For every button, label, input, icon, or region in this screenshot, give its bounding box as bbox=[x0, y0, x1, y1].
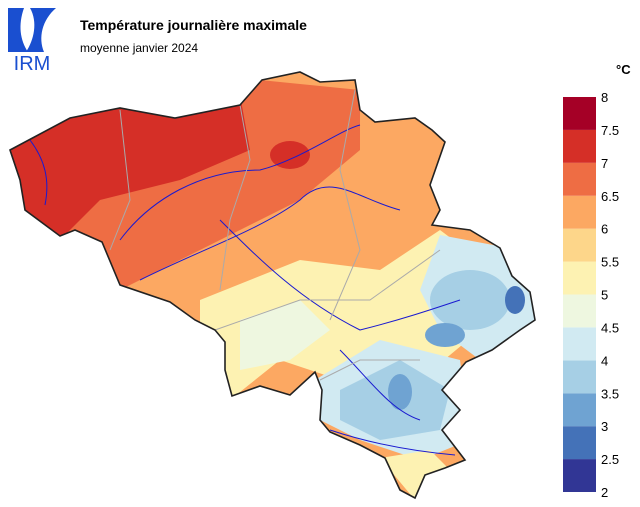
legend-tick-label: 8 bbox=[601, 90, 608, 105]
legend-tick-label: 6.5 bbox=[601, 189, 619, 204]
legend-tick-label: 4.5 bbox=[601, 320, 619, 335]
legend: 2 2.5 3 3.5 4 4.5 5 5.5 6 6.5 7 7.5 8 bbox=[563, 90, 619, 500]
legend-tick-label: 7 bbox=[601, 156, 608, 171]
legend-tick-label: 7.5 bbox=[601, 123, 619, 138]
legend-swatch bbox=[563, 195, 596, 229]
legend-unit: °C bbox=[616, 62, 631, 77]
legend-tick-label: 5.5 bbox=[601, 255, 619, 270]
zone bbox=[388, 374, 412, 410]
zone bbox=[10, 95, 250, 240]
legend-swatch bbox=[563, 162, 596, 196]
legend-swatch bbox=[563, 426, 596, 460]
legend-swatch bbox=[563, 393, 596, 427]
zone bbox=[240, 300, 330, 370]
legend-tick-label: 3 bbox=[601, 419, 608, 434]
rivers bbox=[29, 124, 461, 456]
temperature-field bbox=[10, 72, 535, 498]
zone bbox=[430, 270, 510, 330]
legend-swatch bbox=[563, 129, 596, 163]
legend-swatch bbox=[563, 360, 596, 394]
legend-tick-label: 2 bbox=[601, 485, 608, 500]
legend-tick-label: 5 bbox=[601, 288, 608, 303]
country-outline bbox=[9, 71, 536, 500]
legend-tick-label: 6 bbox=[601, 222, 608, 237]
legend-swatch bbox=[563, 261, 596, 295]
legend-swatch bbox=[563, 294, 596, 328]
zone bbox=[270, 141, 310, 169]
legend-swatch bbox=[563, 97, 596, 130]
legend-tick-label: 4 bbox=[601, 353, 608, 368]
legend-tick-label: 3.5 bbox=[601, 386, 619, 401]
subtitle: moyenne janvier 2024 bbox=[80, 41, 198, 55]
legend-tick-label: 2.5 bbox=[601, 452, 619, 467]
zone bbox=[425, 323, 465, 347]
zone bbox=[380, 450, 450, 498]
legend-swatch bbox=[563, 327, 596, 361]
logo: IRM bbox=[8, 8, 56, 75]
logo-text: IRM bbox=[14, 53, 51, 75]
borders bbox=[109, 89, 441, 381]
zone bbox=[505, 286, 525, 314]
legend-swatch bbox=[563, 228, 596, 262]
title: Température journalière maximale bbox=[80, 17, 307, 33]
legend-swatch bbox=[563, 459, 596, 492]
